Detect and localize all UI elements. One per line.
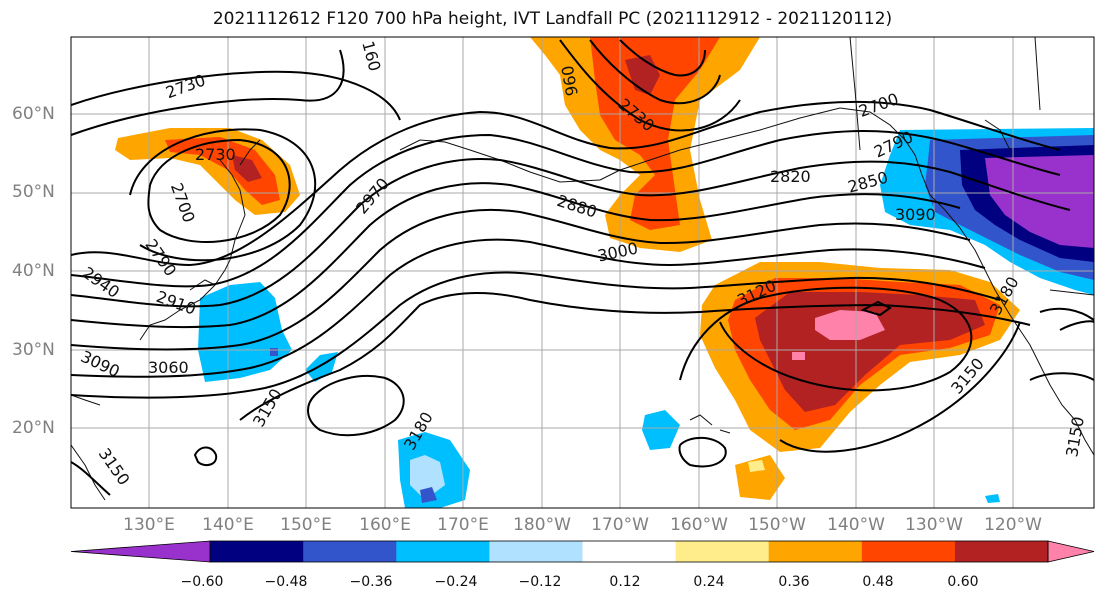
colorbar-tick-label: −0.48 [264,574,308,590]
colorbar-segment [582,541,677,562]
lat-label: 40°N [12,261,55,281]
lon-label: 160°E [359,515,411,535]
colorbar-tick-label: 0.12 [609,574,641,590]
lat-label: 50°N [12,182,55,202]
contour-label: 2820 [770,167,811,186]
lon-label: 130°W [905,515,963,535]
colorbar-segment [489,541,583,562]
colorbar-extend-min [70,540,211,563]
lon-label: 150°E [280,515,332,535]
ivt-anomaly-positive-aleutian [530,37,760,252]
colorbar [70,540,1095,563]
lon-label: 160°W [670,515,728,535]
colorbar-tick-label: −0.24 [434,574,478,590]
map-frame [70,36,1095,509]
lon-label: 140°W [827,515,885,535]
colorbar-tick-label: −0.36 [349,574,393,590]
colorbar-extend-max [1047,540,1095,563]
ivt-anomaly-negative-west [198,282,1000,508]
colorbar-tick-label: 0.36 [778,574,810,590]
colorbar-segment [396,541,490,562]
colorbar-segment [303,541,397,562]
colorbar-segment [861,541,956,562]
map-title: 2021112612 F120 700 hPa height, IVT Land… [212,9,893,29]
colorbar-outline [209,540,1049,563]
contour-label: 2730 [195,145,236,164]
lat-label: 60°N [12,104,55,124]
lon-label: 170°W [591,515,649,535]
colorbar-segment [954,541,1049,562]
colorbar-segment [210,541,304,562]
colorbar-tick-label: −0.60 [180,574,224,590]
lon-label: 150°W [748,515,806,535]
colorbar-segment [768,541,863,562]
contour-label: 3060 [148,358,189,377]
colorbar-tick-label: 0.24 [693,574,725,590]
lat-label: 30°N [12,340,55,360]
lat-label: 20°N [12,418,55,438]
lon-label: 170°E [437,515,489,535]
colorbar-tick-label: 0.48 [862,574,894,590]
lon-label: 120°W [984,515,1042,535]
gridlines [71,37,1094,508]
lon-label: 130°E [123,515,175,535]
colorbar-tick-label: −0.12 [518,574,562,590]
lon-label: 180°W [513,515,571,535]
height-contours [71,39,1094,496]
lon-label: 140°E [202,515,254,535]
colorbar-segment [675,541,770,562]
contour-label: 3090 [895,205,936,224]
colorbar-tick-label: 0.60 [947,574,979,590]
